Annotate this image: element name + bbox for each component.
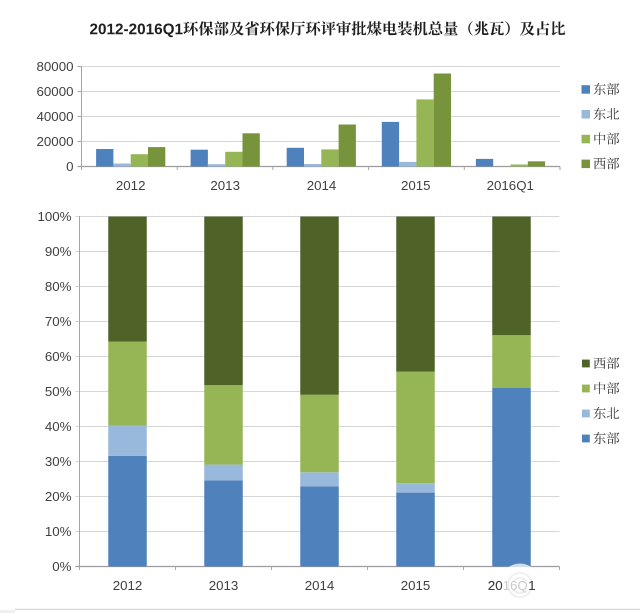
svg-text:2012: 2012	[116, 178, 146, 193]
svg-text:40%: 40%	[45, 419, 72, 434]
svg-text:70%: 70%	[45, 314, 72, 329]
svg-text:2013: 2013	[209, 578, 239, 593]
svg-text:2014: 2014	[307, 178, 337, 193]
svg-text:2012: 2012	[113, 578, 143, 593]
svg-text:60%: 60%	[45, 349, 72, 364]
svg-text:20%: 20%	[45, 489, 72, 504]
svg-text:50%: 50%	[45, 384, 72, 399]
svg-text:2013: 2013	[210, 178, 240, 193]
svg-text:2015: 2015	[401, 178, 431, 193]
svg-text:0: 0	[66, 159, 73, 174]
svg-text:20: 20	[488, 578, 503, 593]
svg-text:90%: 90%	[45, 244, 72, 259]
svg-text:80%: 80%	[45, 279, 72, 294]
svg-text:100%: 100%	[37, 209, 71, 224]
svg-text:10%: 10%	[45, 524, 72, 539]
svg-text:1: 1	[528, 578, 535, 593]
svg-text:0%: 0%	[52, 559, 71, 574]
svg-text:80000: 80000	[37, 59, 74, 74]
svg-text:40000: 40000	[37, 109, 74, 124]
svg-text:20000: 20000	[37, 134, 74, 149]
svg-text:30%: 30%	[45, 454, 72, 469]
svg-text:2016Q1: 2016Q1	[487, 178, 534, 193]
svg-text:60000: 60000	[37, 84, 74, 99]
svg-text:2015: 2015	[401, 578, 431, 593]
svg-text:2014: 2014	[305, 578, 335, 593]
